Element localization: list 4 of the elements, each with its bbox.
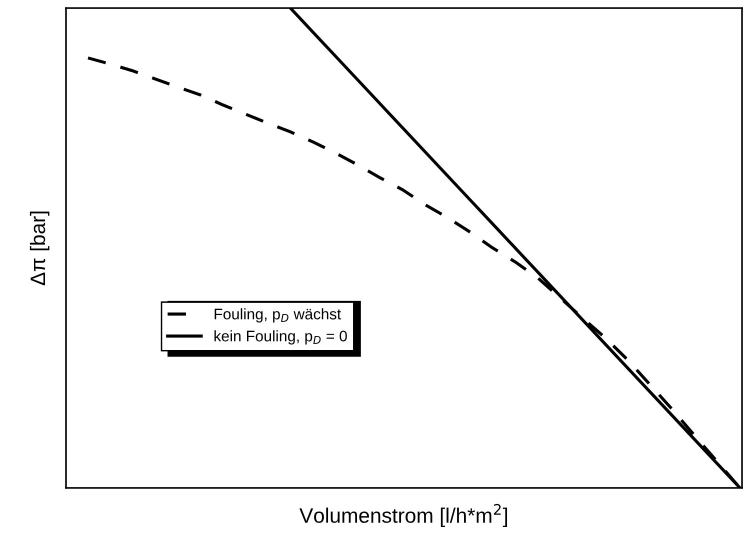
x-axis-title: Volumenstrom [l/h*m$^{2}$] xyxy=(299,504,508,528)
y-axis-title: Δπ [bar] xyxy=(30,212,50,286)
legend-label: kein Fouling, p$_{D}$ = 0 xyxy=(214,330,347,344)
legend-label: Fouling, p$_{D}$ wächst xyxy=(214,308,342,322)
